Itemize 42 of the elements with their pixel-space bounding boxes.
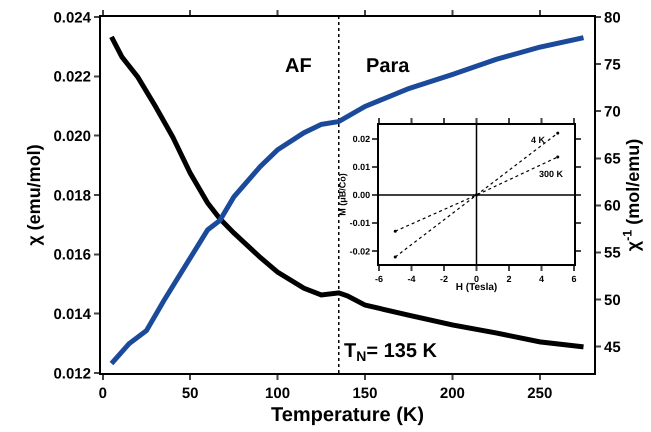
x-tick-label: -4 [407, 274, 416, 284]
series-label: 4 K [531, 135, 546, 145]
x-tick-label: 250 [527, 385, 552, 402]
y2-tick-label: 65 [604, 150, 621, 168]
y-tick-label: 0.016 [53, 246, 91, 264]
y2-tick-label: 50 [604, 292, 621, 309]
x-tick-label: 100 [265, 385, 290, 402]
y-tick-label: 0.020 [53, 128, 91, 145]
y2-tick-label: 80 [604, 9, 621, 26]
y-tick-label: -0.01 [350, 218, 370, 228]
y2-tick-label: 45 [604, 338, 621, 356]
y-tick-label: 0.018 [53, 187, 91, 204]
x-tick-label: -2 [440, 274, 448, 284]
y-axis-title: M (μB/Co) [338, 173, 348, 216]
series-label: 300 K [539, 169, 564, 179]
y-axis-title: χ (emu/mol) [24, 144, 44, 246]
x-tick-label: -6 [374, 274, 384, 284]
y-tick-label: -0.02 [350, 246, 370, 256]
y-tick-label: 0.014 [53, 306, 92, 323]
x-tick-label: 50 [182, 385, 199, 402]
y-tick-label: 0.024 [53, 9, 92, 26]
y2-tick-label: 75 [604, 56, 621, 74]
x-tick-label: 2 [506, 274, 512, 284]
x-tick-label: 4 [538, 274, 544, 284]
annotation: AF [285, 55, 312, 77]
y2-tick-label: 70 [604, 103, 621, 120]
ref-line-label: T$_{N}$= 135 K [344, 340, 438, 364]
x-axis-title: Temperature (K) [271, 404, 424, 426]
y-tick-label: 0.00 [352, 190, 370, 200]
x-tick-label: 0 [474, 274, 480, 284]
y-tick-label: 0.022 [53, 68, 91, 86]
x-tick-label: 150 [352, 385, 378, 402]
y2-tick-label: 60 [604, 198, 621, 215]
x-axis-title: H (Tesla) [456, 282, 498, 293]
x-tick-label: 200 [440, 385, 465, 402]
y-tick-label: 0.012 [53, 365, 91, 382]
y2-tick-label: 55 [604, 244, 621, 262]
annotation: Para [366, 55, 410, 77]
y-tick-label: 0.02 [352, 134, 370, 144]
y-tick-label: 0.01 [352, 162, 370, 172]
x-tick-label: 6 [571, 274, 577, 284]
x-tick-label: 0 [98, 385, 107, 402]
